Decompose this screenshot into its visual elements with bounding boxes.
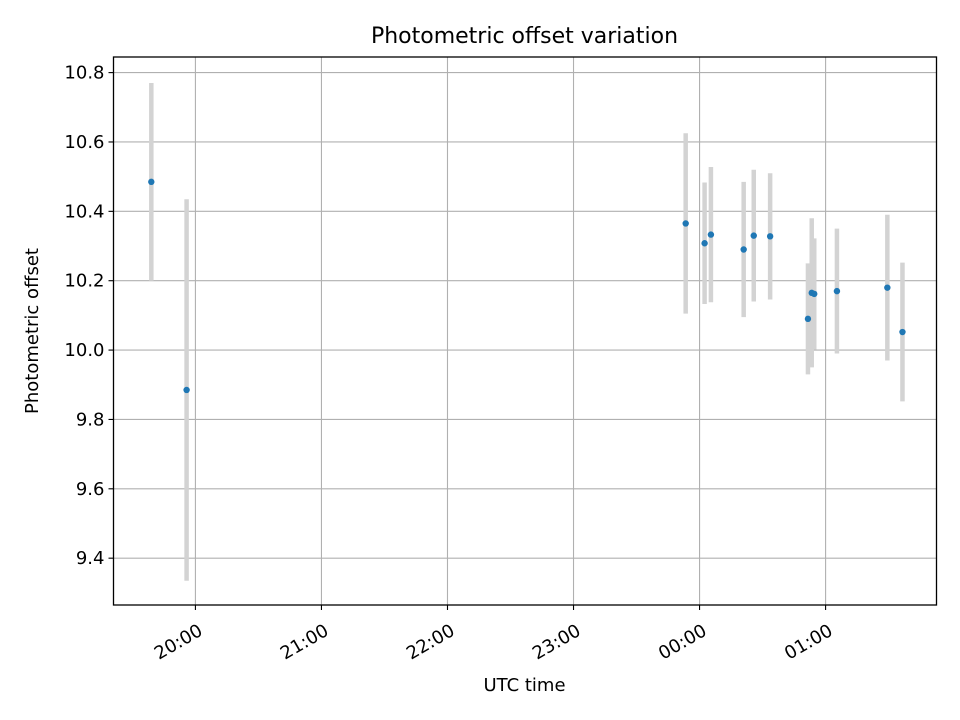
data-point [148, 178, 155, 186]
y-tick-label: 10.6 [64, 132, 104, 153]
data-point [750, 232, 757, 239]
data-point [682, 220, 689, 227]
data-point [833, 287, 841, 295]
data-point [183, 386, 190, 394]
x-axis-label: UTC time [483, 675, 565, 696]
data-point [740, 246, 747, 253]
y-tick-label: 9.8 [76, 409, 105, 430]
x-tick-label: 01:00 [781, 620, 836, 664]
y-tick-label: 9.6 [76, 479, 105, 500]
chart-title: Photometric offset variation [371, 24, 678, 49]
data-point [899, 328, 906, 336]
x-axis-ticks: 20:00 21:00 22:00 23:00 00:00 01:00 [151, 605, 836, 664]
y-tick-label: 10.8 [64, 63, 104, 84]
grid-lines [113, 57, 937, 605]
x-tick-label: 20:00 [151, 620, 206, 664]
x-tick-label: 22:00 [403, 620, 458, 664]
data-point [766, 233, 774, 240]
data-point [884, 284, 891, 291]
data-point [707, 231, 715, 238]
plot-frame [112, 56, 938, 606]
data-point [811, 290, 818, 298]
data-point [701, 240, 708, 247]
x-tick-label: 21:00 [277, 620, 332, 664]
data-point [804, 315, 812, 323]
y-tick-label: 10.4 [64, 201, 104, 222]
error-bars [149, 83, 905, 581]
data-points [148, 178, 906, 394]
y-axis-label: Photometric offset [22, 248, 43, 414]
x-tick-label: 00:00 [655, 620, 710, 664]
y-tick-label: 9.4 [76, 548, 105, 569]
x-tick-label: 23:00 [529, 620, 584, 664]
y-axis-ticks: 9.4 9.6 9.8 10.0 10.2 10.4 10.6 10.8 [64, 63, 114, 569]
y-tick-label: 10.0 [64, 340, 104, 361]
y-tick-label: 10.2 [64, 271, 104, 292]
